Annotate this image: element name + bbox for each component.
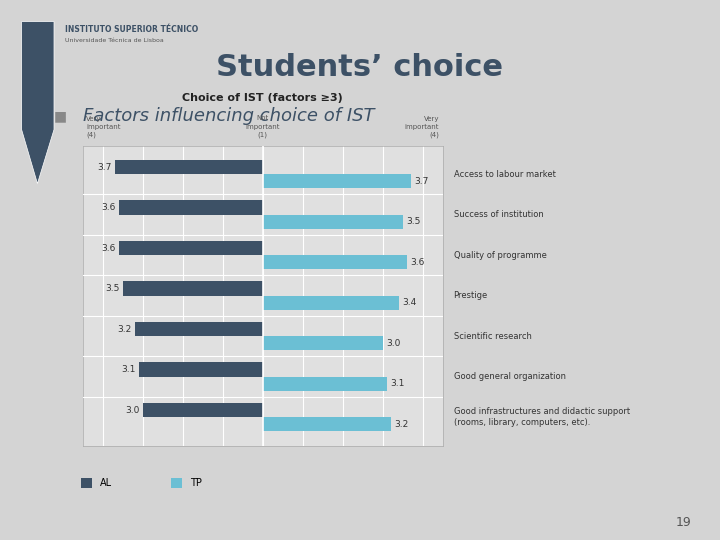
Text: 3.6: 3.6	[102, 244, 116, 253]
Text: 3.6: 3.6	[102, 203, 116, 212]
Bar	[263, 215, 402, 229]
Text: 3.6: 3.6	[410, 258, 424, 267]
Text: (4): (4)	[429, 131, 439, 138]
Text: 3.2: 3.2	[117, 325, 132, 334]
Bar	[114, 160, 263, 174]
Text: 3.7: 3.7	[414, 177, 428, 186]
Text: Factors influencing choice of IST: Factors influencing choice of IST	[83, 107, 374, 125]
Bar	[119, 241, 263, 255]
Text: Prestige: Prestige	[454, 291, 488, 300]
Text: Students’ choice: Students’ choice	[217, 53, 503, 82]
Bar	[143, 403, 263, 417]
Bar	[263, 377, 387, 391]
Text: Access to labour market: Access to labour market	[454, 170, 555, 179]
Text: Scientific research: Scientific research	[454, 332, 531, 341]
Text: 19: 19	[675, 516, 691, 529]
Text: Success of institution: Success of institution	[454, 210, 544, 219]
Text: 3.2: 3.2	[394, 420, 408, 429]
Text: important: important	[86, 124, 121, 130]
Bar	[263, 255, 407, 269]
Bar	[135, 322, 263, 336]
Text: Good general organization: Good general organization	[454, 372, 566, 381]
Text: Not: Not	[256, 116, 269, 122]
Text: 3.0: 3.0	[125, 406, 140, 415]
Legend: AL, TP: AL, TP	[77, 474, 206, 492]
Text: ■: ■	[54, 109, 67, 123]
Text: Very: Very	[423, 116, 439, 122]
Text: 3.7: 3.7	[97, 163, 112, 172]
Text: Quality of programme: Quality of programme	[454, 251, 546, 260]
Text: important: important	[405, 124, 439, 130]
Text: 3.5: 3.5	[105, 284, 120, 293]
Bar	[139, 362, 263, 377]
Text: INSTITUTO SUPERIOR TÉCNICO: INSTITUTO SUPERIOR TÉCNICO	[65, 25, 198, 34]
Bar	[119, 200, 263, 215]
Text: (1): (1)	[258, 131, 268, 138]
Bar	[263, 174, 411, 188]
Text: important: important	[246, 124, 280, 130]
Text: 3.1: 3.1	[390, 379, 405, 388]
Text: Choice of IST (factors ≥3): Choice of IST (factors ≥3)	[182, 92, 343, 103]
Text: 3.5: 3.5	[406, 217, 420, 226]
Text: Universidade Técnica de Lisboa: Universidade Técnica de Lisboa	[65, 38, 163, 43]
Text: 3.0: 3.0	[386, 339, 400, 348]
Text: 3.4: 3.4	[402, 298, 416, 307]
Bar	[263, 296, 399, 310]
Text: Good infrastructures and didactic support
(rooms, library, computers, etc).: Good infrastructures and didactic suppor…	[454, 408, 630, 427]
Text: Very: Very	[86, 116, 102, 122]
Bar	[263, 417, 391, 431]
Text: 3.1: 3.1	[121, 365, 135, 374]
Bar	[123, 281, 263, 296]
Text: (4): (4)	[86, 131, 96, 138]
Bar	[263, 336, 383, 350]
